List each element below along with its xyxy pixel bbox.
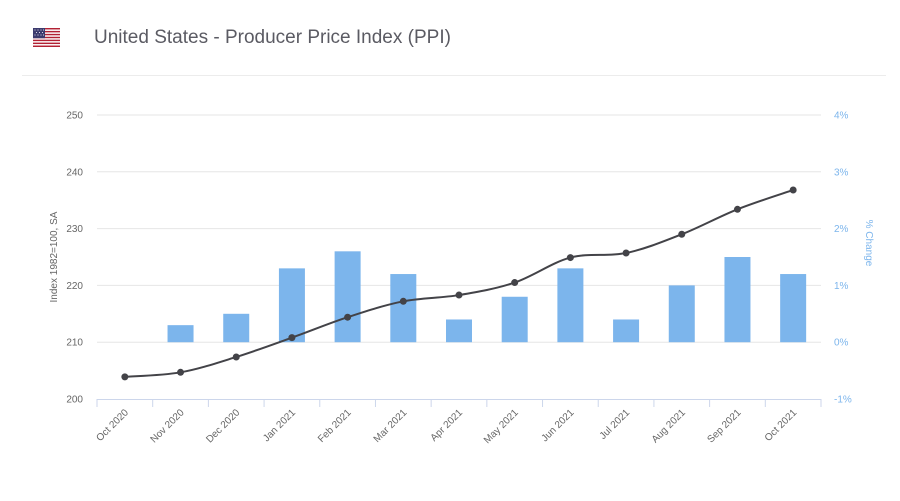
us-flag-icon [33, 28, 60, 47]
y-tick-label: 240 [66, 167, 83, 178]
x-tick-label: Jan 2021 [261, 407, 298, 444]
chart-header: United States - Producer Price Index (PP… [0, 0, 900, 76]
y2-tick-label: 1% [834, 281, 849, 292]
x-tick-label: Nov 2020 [149, 407, 187, 445]
x-tick-label: Sep 2021 [706, 407, 744, 445]
pct-change-bar [446, 319, 472, 343]
x-tick-label: Jun 2021 [540, 407, 577, 444]
x-tick-label: Oct 2021 [763, 407, 800, 444]
y-tick-label: 210 [66, 338, 83, 349]
y2-tick-label: 2% [834, 224, 849, 235]
y-tick-label: 250 [66, 111, 83, 122]
pct-change-bar [724, 257, 751, 343]
y2-tick-label: 4% [834, 111, 849, 122]
y2-axis-title: % Change [863, 220, 874, 267]
pct-change-bar [501, 296, 528, 343]
chart-title: United States - Producer Price Index (PP… [94, 27, 451, 48]
ppi-index-point [232, 353, 240, 361]
ppi-index-line [124, 189, 794, 378]
x-tick-label: Aug 2021 [650, 407, 688, 445]
ppi-index-point [344, 313, 352, 321]
y2-tick-label: -1% [834, 395, 852, 406]
pct-change-bar [167, 325, 194, 343]
pct-change-bar [668, 285, 695, 343]
x-tick-label: Feb 2021 [316, 407, 354, 445]
x-tick-label: Dec 2020 [204, 407, 242, 445]
y2-tick-label: 3% [834, 167, 849, 178]
pct-change-bar [334, 251, 361, 343]
x-tick-label: Apr 2021 [429, 407, 466, 444]
pct-change-bar [390, 274, 417, 343]
ppi-index-point [566, 254, 574, 262]
ppi-index-point [121, 373, 129, 381]
x-tick-label: Mar 2021 [372, 407, 410, 445]
ppi-index-point [511, 279, 519, 287]
x-tick-label: May 2021 [482, 407, 521, 446]
y-tick-label: 200 [66, 395, 83, 406]
ppi-index-point [733, 205, 741, 213]
y-axis-title: Index 1982=100, SA [49, 211, 60, 302]
pct-change-bar [557, 268, 584, 343]
pct-change-bar [278, 268, 305, 343]
ppi-index-point [789, 186, 797, 194]
ppi-index-point [622, 249, 630, 257]
ppi-index-point [399, 297, 407, 305]
ppi-index-point [177, 368, 185, 376]
pct-change-bar [613, 319, 640, 343]
pct-change-bar [223, 313, 250, 343]
ppi-index-point [678, 230, 686, 238]
ppi-index-point [288, 334, 296, 342]
y-tick-label: 230 [66, 224, 83, 235]
header-divider [22, 75, 886, 76]
y-tick-label: 220 [66, 281, 83, 292]
y2-tick-label: 0% [834, 338, 849, 349]
x-tick-label: Oct 2020 [94, 407, 131, 444]
pct-change-bar [780, 274, 807, 343]
ppi-index-point [455, 291, 463, 299]
x-tick-label: Jul 2021 [598, 407, 633, 442]
